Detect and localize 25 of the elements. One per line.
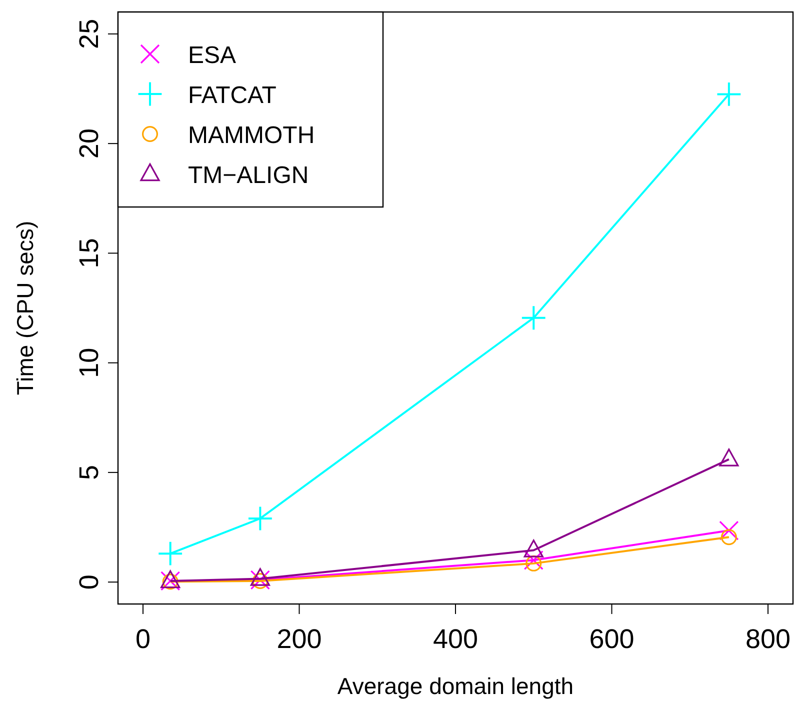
legend-label: TM−ALIGN: [188, 162, 309, 189]
y-axis-title: Time (CPU secs): [12, 220, 38, 396]
point: [526, 555, 542, 572]
y-tick-label: 5: [74, 464, 104, 480]
y-tick-label: 0: [74, 574, 104, 590]
point: [522, 306, 546, 330]
x-tick-label: 800: [745, 624, 791, 654]
x-tick-label: 400: [432, 624, 478, 654]
legend-label: MAMMOTH: [188, 122, 315, 149]
point: [248, 506, 272, 530]
point: [524, 550, 544, 570]
x-axis-title: Average domain length: [337, 673, 574, 699]
x-tick-label: 600: [589, 624, 634, 654]
y-tick-label: 20: [74, 128, 104, 159]
point: [719, 520, 739, 540]
y-tick-label: 15: [74, 238, 104, 268]
point: [720, 529, 737, 546]
x-tick-label: 0: [135, 624, 151, 654]
point: [717, 82, 741, 106]
point: [158, 542, 182, 566]
legend-label: FATCAT: [188, 82, 277, 109]
x-tick-label: 200: [276, 624, 322, 654]
legend-label: ESA: [188, 42, 236, 69]
y-tick-label: 10: [74, 348, 104, 378]
y-tick-label: 25: [74, 18, 104, 49]
